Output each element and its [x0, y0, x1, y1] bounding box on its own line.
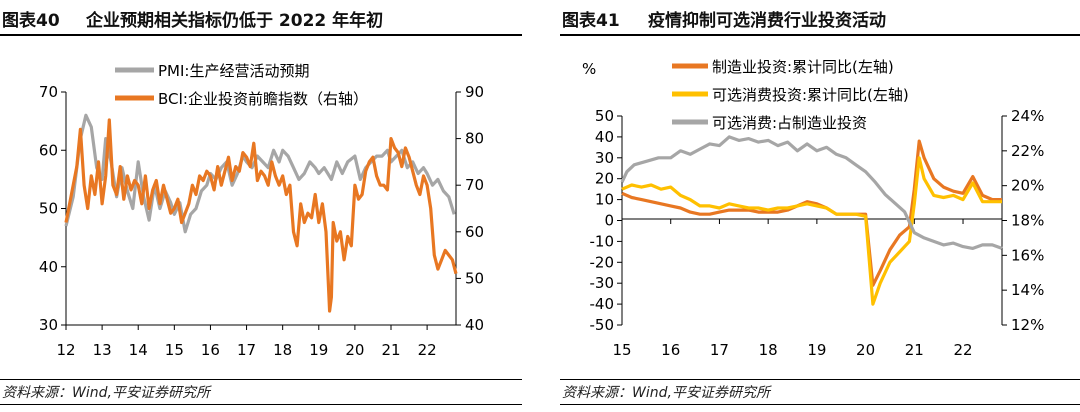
right-source-text: 资料来源：Wind,平安证券研究所: [562, 385, 770, 401]
y-right-tick-label: 16%: [1011, 246, 1044, 264]
y-left-tick-label: -50: [590, 316, 615, 334]
right-series: [620, 135, 1003, 306]
legend-label-bci: BCI:企业投资前瞻指数（右轴）: [158, 90, 368, 108]
right-figure-title: 疫情抑制可选消费行业投资活动: [648, 11, 886, 31]
y-right-tick-label: 60: [465, 223, 484, 241]
right-figure-number: 图表41: [562, 11, 620, 31]
y-left-tick-label: 40: [595, 128, 614, 146]
x-tick-label: 18: [759, 341, 778, 359]
right-axes: 50 40 30 20 10 0 -10 -20 -30 -40 -50 24% 22% 20% 18% 16…: [590, 107, 1045, 359]
y-right-tick-label: 14%: [1011, 281, 1044, 299]
legend-label-disc-invest: 可选消费投资:累计同比(左轴): [712, 86, 909, 104]
right-panel: 图表41 疫情抑制可选消费行业投资活动 % 制造业投资:累计同比(左轴) 可选消…: [560, 0, 1080, 412]
y-left-tick-label: 40: [39, 258, 58, 276]
x-tick-label: 22: [418, 341, 437, 359]
x-tick-label: 15: [165, 341, 184, 359]
y-left-tick-label: 10: [595, 191, 614, 209]
x-tick-label: 20: [856, 341, 875, 359]
right-figure-header: 图表41 疫情抑制可选消费行业投资活动: [560, 0, 1080, 36]
x-tick-label: 20: [345, 341, 364, 359]
left-source-text: 资料来源：Wind,平安证券研究所: [2, 385, 210, 401]
left-figure-title: 企业预期相关指标仍低于 2022 年年初: [86, 11, 384, 31]
left-figure-number: 图表40: [2, 11, 60, 31]
x-tick-label: 15: [612, 341, 631, 359]
left-panel: 图表40 企业预期相关指标仍低于 2022 年年初 PMI:生产经营活动预期 B…: [0, 0, 522, 412]
y-right-tick-label: 90: [465, 83, 484, 101]
x-tick-label: 21: [381, 341, 400, 359]
series-line-0: [621, 139, 1002, 287]
left-chart: PMI:生产经营活动预期 BCI:企业投资前瞻指数（右轴） 70 60 50 40 30…: [39, 62, 484, 359]
x-tick-label: 16: [661, 341, 680, 359]
y-left-tick-label: 50: [595, 107, 614, 125]
right-y-unit: %: [582, 60, 596, 78]
x-tick-label: 18: [273, 341, 292, 359]
series-line-1: [64, 118, 458, 313]
y-left-tick-label: 30: [39, 316, 58, 334]
legend-label-mfg-invest: 制造业投资:累计同比(左轴): [712, 58, 894, 76]
y-right-tick-label: 20%: [1011, 177, 1044, 195]
right-source-note: 资料来源：Wind,平安证券研究所: [560, 379, 1080, 405]
x-tick-label: 22: [953, 341, 972, 359]
y-left-tick-label: -40: [590, 295, 615, 313]
y-right-tick-label: 24%: [1011, 107, 1044, 125]
y-right-tick-label: 50: [465, 269, 484, 287]
x-tick-label: 17: [710, 341, 729, 359]
y-left-tick-label: -30: [590, 274, 615, 292]
y-right-tick-label: 40: [465, 316, 484, 334]
y-right-tick-label: 70: [465, 176, 484, 194]
y-right-tick-label: 18%: [1011, 212, 1044, 230]
left-source-note: 资料来源：Wind,平安证券研究所: [0, 379, 522, 405]
left-figure-header: 图表40 企业预期相关指标仍低于 2022 年年初: [0, 0, 522, 36]
x-tick-label: 12: [56, 341, 75, 359]
x-tick-label: 19: [309, 341, 328, 359]
legend-label-pmi: PMI:生产经营活动预期: [158, 62, 309, 80]
y-left-tick-label: -10: [590, 232, 615, 250]
series-line-1: [621, 156, 1002, 306]
x-tick-label: 19: [807, 341, 826, 359]
y-right-tick-label: 80: [465, 130, 484, 148]
left-series: [64, 113, 458, 313]
x-tick-label: 21: [905, 341, 924, 359]
x-tick-label: 14: [129, 341, 148, 359]
y-right-tick-label: 12%: [1011, 316, 1044, 334]
series-line-2: [620, 135, 1003, 250]
x-tick-label: 17: [237, 341, 256, 359]
y-left-tick-label: 20: [595, 170, 614, 188]
x-tick-label: 16: [201, 341, 220, 359]
y-left-tick-label: 70: [39, 83, 58, 101]
y-left-tick-label: -20: [590, 253, 615, 271]
y-right-tick-label: 22%: [1011, 142, 1044, 160]
y-left-tick-label: 30: [595, 149, 614, 167]
left-axes: 70 60 50 40 30 90 80 70 60 50 40 12 13 14 15 16 17 18 19 20…: [39, 83, 484, 359]
y-left-tick-label: 50: [39, 200, 58, 218]
legend-label-disc-share: 可选消费:占制造业投资: [712, 114, 867, 132]
x-tick-label: 13: [93, 341, 112, 359]
y-left-tick-label: 60: [39, 141, 58, 159]
y-left-tick-label: 0: [604, 212, 614, 230]
right-chart: % 制造业投资:累计同比(左轴) 可选消费投资:累计同比(左轴) 可选消费:占制…: [582, 58, 1045, 359]
